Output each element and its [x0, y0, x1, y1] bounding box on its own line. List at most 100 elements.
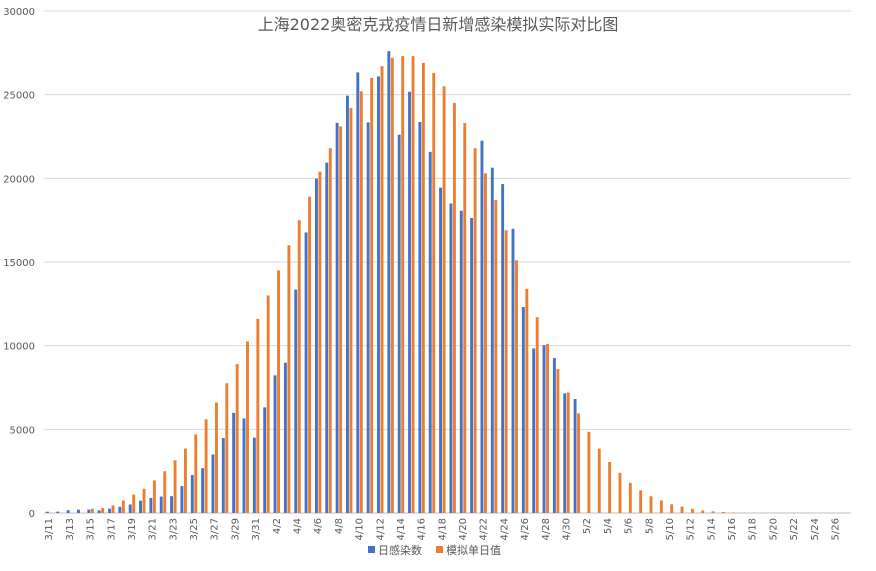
y-tick-label: 30000 [3, 7, 35, 18]
bar [266, 295, 270, 513]
bar [308, 196, 312, 514]
x-tick-label: 4/26 [520, 518, 531, 540]
legend-swatch [368, 546, 375, 553]
bar [111, 505, 115, 513]
x-tick-label: 4/28 [541, 518, 552, 540]
x-tick-label: 3/17 [106, 518, 117, 540]
bar [256, 318, 260, 513]
bar [101, 507, 105, 513]
bar [252, 437, 256, 513]
legend-label: 日感染数 [378, 543, 422, 557]
x-tick-label: 3/15 [86, 518, 97, 540]
bar [563, 393, 567, 513]
bar [721, 511, 725, 513]
x-axis-ticks: 3/11 3/13 3/15 3/17 3/19 3/21 3/23 3/25 3/27 3/29… [44, 518, 841, 540]
bar [87, 509, 91, 513]
bar [246, 341, 249, 513]
x-tick-label: 4/24 [499, 518, 510, 540]
bar [732, 512, 736, 513]
bar [608, 461, 612, 513]
bar [480, 140, 484, 513]
bar [690, 508, 694, 513]
x-tick-label: 3/19 [127, 518, 138, 540]
bar [118, 506, 122, 513]
y-tick-label: 0 [29, 509, 35, 520]
bar [263, 407, 267, 513]
bar [546, 343, 549, 513]
bar [470, 218, 474, 514]
bar [183, 448, 187, 513]
bar [442, 86, 446, 514]
bar [56, 511, 60, 513]
bar [577, 413, 581, 513]
bar [532, 348, 536, 513]
bar [215, 402, 218, 513]
bar [314, 178, 318, 514]
bar [515, 260, 518, 513]
bars [45, 51, 767, 514]
bar [494, 200, 498, 513]
bar [287, 245, 291, 513]
x-tick-label: 5/14 [706, 518, 717, 540]
x-tick-label: 3/23 [168, 518, 179, 540]
chart-title: 上海2022奥密克戎疫情日新增感染模拟实际对比图 [258, 15, 619, 34]
bar [566, 392, 570, 513]
bar [359, 91, 363, 513]
bar [142, 488, 146, 513]
bar [377, 76, 380, 513]
x-tick-label: 4/16 [417, 518, 428, 540]
x-tick-label: 4/14 [396, 518, 407, 540]
y-axis-ticks: 0 5000 10000 15000 20000 25000 30000 [3, 7, 35, 520]
bar [552, 358, 556, 513]
bar [139, 500, 142, 513]
bar [294, 289, 298, 513]
bar [277, 270, 280, 513]
bar [459, 210, 463, 513]
bar [380, 66, 384, 513]
bar [242, 418, 246, 513]
x-tick-label: 5/6 [624, 518, 635, 534]
x-tick-label: 5/22 [789, 518, 800, 540]
bar [463, 123, 467, 513]
bar [304, 232, 308, 514]
bar [45, 511, 49, 513]
bar [484, 173, 487, 513]
legend-label: 模拟单日值 [446, 543, 501, 557]
x-tick-label: 4/20 [458, 518, 469, 540]
y-tick-label: 15000 [3, 258, 35, 269]
bar [670, 504, 674, 513]
bar [149, 498, 153, 513]
bar [597, 448, 601, 513]
bar [366, 122, 370, 514]
x-tick-label: 4/22 [479, 518, 490, 540]
x-tick-label: 3/31 [251, 518, 262, 540]
bar [639, 490, 643, 513]
bar [370, 77, 374, 513]
bar [411, 56, 415, 514]
bar [439, 187, 443, 513]
bar [90, 508, 94, 513]
bar [339, 126, 343, 514]
bar [628, 482, 632, 513]
bar [121, 500, 125, 513]
bar [390, 57, 394, 513]
bar [556, 369, 560, 513]
bar [401, 56, 405, 514]
bar [349, 108, 353, 513]
bar [618, 472, 622, 513]
bar [680, 506, 684, 513]
bar [180, 486, 184, 513]
y-tick-label: 10000 [3, 342, 35, 353]
x-tick-label: 3/27 [210, 518, 221, 540]
bar [701, 510, 705, 513]
bar [163, 471, 167, 513]
bar [449, 203, 453, 513]
bar [173, 460, 177, 513]
x-tick-label: 3/25 [189, 518, 200, 540]
x-tick-label: 3/21 [148, 518, 159, 540]
bar [659, 500, 663, 513]
bar [190, 475, 194, 513]
bar [501, 184, 505, 513]
